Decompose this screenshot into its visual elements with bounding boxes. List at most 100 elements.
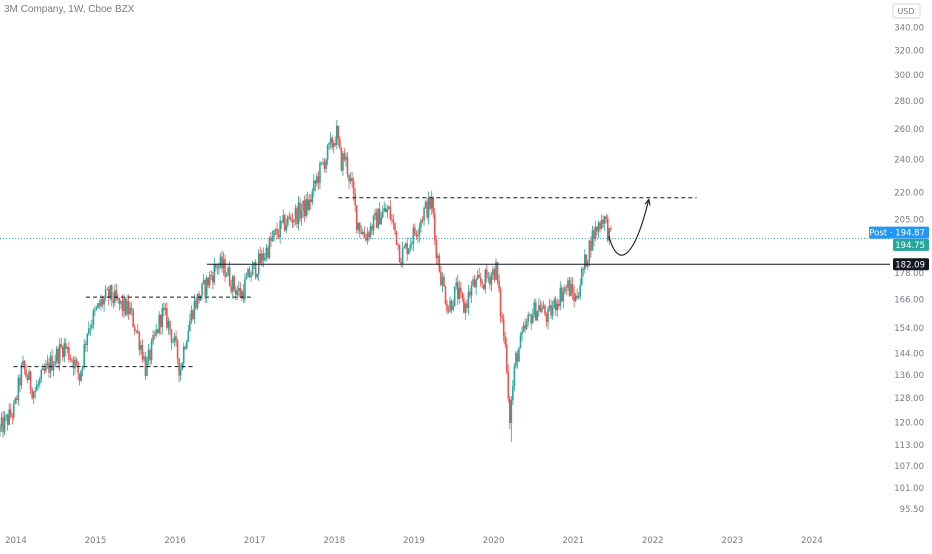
candle-body	[342, 153, 344, 171]
candle-body	[205, 277, 208, 296]
candle-body	[216, 267, 219, 269]
candle-body	[17, 377, 20, 400]
candle-body	[267, 247, 269, 258]
candle-body	[204, 279, 206, 296]
candle-body	[600, 219, 603, 229]
candle-body	[234, 289, 237, 295]
price-tick-label: 95.50	[900, 505, 924, 515]
candle-body	[294, 208, 297, 220]
time-tick-label: 2021	[562, 536, 584, 546]
candle-body	[426, 201, 428, 218]
candle-body	[340, 147, 343, 171]
candle-body	[544, 305, 546, 315]
candle-body	[368, 232, 370, 238]
candle-body	[227, 267, 229, 276]
candle-body	[502, 318, 505, 337]
candle-body	[348, 174, 350, 182]
candle-body	[352, 181, 355, 194]
candle-body	[147, 349, 150, 360]
candle-body	[388, 206, 390, 209]
time-tick-label: 2020	[483, 536, 505, 546]
candle-body	[360, 231, 363, 234]
candle-body	[525, 321, 528, 329]
candle-body	[476, 274, 479, 280]
candle-body	[297, 202, 300, 225]
candle-body	[140, 345, 142, 350]
candle-body	[447, 310, 450, 312]
candle-body	[328, 142, 330, 145]
candle-body	[418, 226, 421, 235]
candle-body	[513, 366, 516, 387]
candle-body	[542, 305, 545, 309]
candle-body	[302, 200, 304, 211]
candle-body	[244, 279, 246, 300]
candle-body	[293, 219, 295, 223]
time-tick-label: 2016	[164, 536, 186, 546]
candle-body	[260, 253, 263, 264]
candle-body	[43, 368, 46, 372]
candle-body	[391, 219, 393, 221]
candle-body	[250, 275, 252, 278]
candle-body	[456, 282, 459, 300]
candle-body	[325, 159, 327, 170]
candle-body	[65, 343, 67, 349]
projection-curve[interactable]	[608, 199, 650, 256]
currency-badge[interactable]	[892, 3, 921, 19]
candle-body	[458, 287, 461, 300]
levels-layer	[13, 197, 890, 368]
candle-body	[277, 234, 280, 238]
candle-body	[432, 197, 435, 214]
candle-body	[535, 302, 537, 321]
candle-body	[189, 320, 191, 332]
candle-body	[124, 298, 127, 315]
candle-body	[69, 359, 72, 361]
candle-body	[153, 335, 156, 336]
candle-body	[528, 314, 531, 316]
candle-body	[264, 257, 266, 261]
candle-body	[522, 325, 525, 332]
candle-body	[46, 362, 49, 366]
candle-body	[100, 299, 102, 307]
candle-body	[492, 269, 494, 275]
candle-body	[221, 256, 223, 269]
candle-body	[210, 275, 213, 276]
candle-body	[112, 299, 115, 303]
candle-body	[5, 415, 7, 417]
candle-body	[414, 227, 416, 234]
candle-body	[224, 259, 226, 277]
candle-body	[322, 162, 324, 164]
candle-body	[94, 309, 96, 311]
candle-body	[242, 291, 245, 300]
candle-body	[594, 226, 597, 239]
candle-body	[392, 219, 395, 223]
candle-body	[285, 225, 288, 231]
candle-body	[541, 308, 543, 312]
candle-body	[498, 280, 500, 289]
candle-body	[484, 269, 487, 289]
candle-body	[192, 310, 194, 319]
candle-body	[89, 328, 92, 329]
candle-body	[268, 237, 271, 258]
candle-body	[109, 285, 112, 298]
candle-body	[248, 268, 251, 278]
candle-body	[123, 298, 125, 312]
candle-body	[375, 212, 378, 228]
candle-body	[141, 345, 144, 360]
price-tick-label: 128.00	[894, 394, 924, 404]
price-tick-label: 320.00	[894, 47, 924, 57]
candle-body	[71, 359, 73, 361]
candle-body	[371, 226, 373, 231]
candle-body	[557, 303, 560, 307]
candle-body	[499, 288, 502, 317]
candle-body	[378, 208, 381, 225]
candle-body	[14, 398, 17, 404]
candle-body	[453, 286, 456, 307]
candle-body	[417, 234, 419, 237]
candle-body	[369, 226, 372, 238]
candle-body	[287, 216, 289, 226]
candle-body	[319, 162, 321, 183]
candle-body	[166, 308, 168, 328]
candle-body	[455, 282, 458, 287]
